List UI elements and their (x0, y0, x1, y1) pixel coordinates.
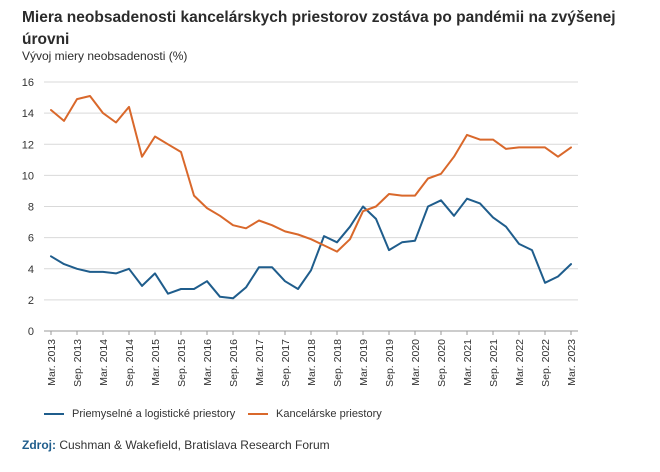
x-tick-label: Sep. 2017 (280, 339, 292, 387)
y-tick-label: 12 (22, 139, 34, 151)
x-tick-label: Sep. 2019 (384, 339, 396, 387)
x-tick-label: Mar. 2015 (150, 339, 162, 386)
x-tick-label: Sep. 2022 (540, 339, 552, 387)
x-tick-label: Mar. 2017 (254, 339, 266, 386)
legend-label-industrial: Priemyselné a logistické priestory (72, 408, 236, 420)
x-tick-label: Mar. 2013 (46, 339, 58, 386)
x-tick-label: Sep. 2014 (124, 339, 136, 387)
x-tick-label: Mar. 2021 (462, 339, 474, 386)
y-tick-label: 14 (22, 108, 34, 120)
y-tick-label: 6 (28, 233, 34, 245)
y-tick-label: 16 (22, 77, 34, 89)
legend-item-office: Kancelárske priestory (248, 408, 382, 420)
y-tick-label: 4 (28, 264, 34, 276)
chart-subtitle: Vývoj miery neobsadenosti (%) (22, 49, 188, 63)
y-tick-label: 0 (28, 326, 34, 338)
x-tick-label: Mar. 2014 (98, 339, 110, 386)
series-line-industrial (50, 197, 572, 300)
line-chart: 0 2 4 6 8 10 12 14 16 Mar. 2013 Sep. 2013 Mar. 2014… (22, 77, 578, 387)
x-tick-label: Mar. 2016 (202, 339, 214, 386)
source-note: Zdroj: Cushman & Wakefield, Bratislava R… (22, 438, 330, 452)
x-tick-label: Sep. 2016 (228, 339, 240, 387)
x-tick-label: Mar. 2018 (306, 339, 318, 386)
legend-swatch-industrial (44, 413, 64, 415)
y-tick-label: 2 (28, 295, 34, 307)
legend-swatch-office (248, 413, 268, 415)
source-label: Zdroj: (22, 438, 56, 452)
x-tick-label: Mar. 2023 (566, 339, 578, 386)
x-tick-label: Sep. 2021 (488, 339, 500, 387)
source-text: Cushman & Wakefield, Bratislava Research… (59, 438, 330, 452)
chart-title: Miera neobsadenosti kancelárskych priest… (22, 9, 616, 48)
x-tick-label: Sep. 2018 (332, 339, 344, 387)
x-tick-label: Mar. 2019 (358, 339, 370, 386)
legend-label-office: Kancelárske priestory (276, 408, 382, 420)
y-tick-label: 10 (22, 170, 34, 182)
x-tick-label: Sep. 2020 (436, 339, 448, 387)
x-tick-label: Sep. 2015 (176, 339, 188, 387)
x-tick-label: Mar. 2020 (410, 339, 422, 386)
x-tick-label: Mar. 2022 (514, 339, 526, 386)
y-tick-label: 8 (28, 202, 34, 214)
legend-item-industrial: Priemyselné a logistické priestory (44, 408, 235, 420)
series-line-office (50, 95, 572, 253)
x-tick-label: Sep. 2013 (72, 339, 84, 387)
